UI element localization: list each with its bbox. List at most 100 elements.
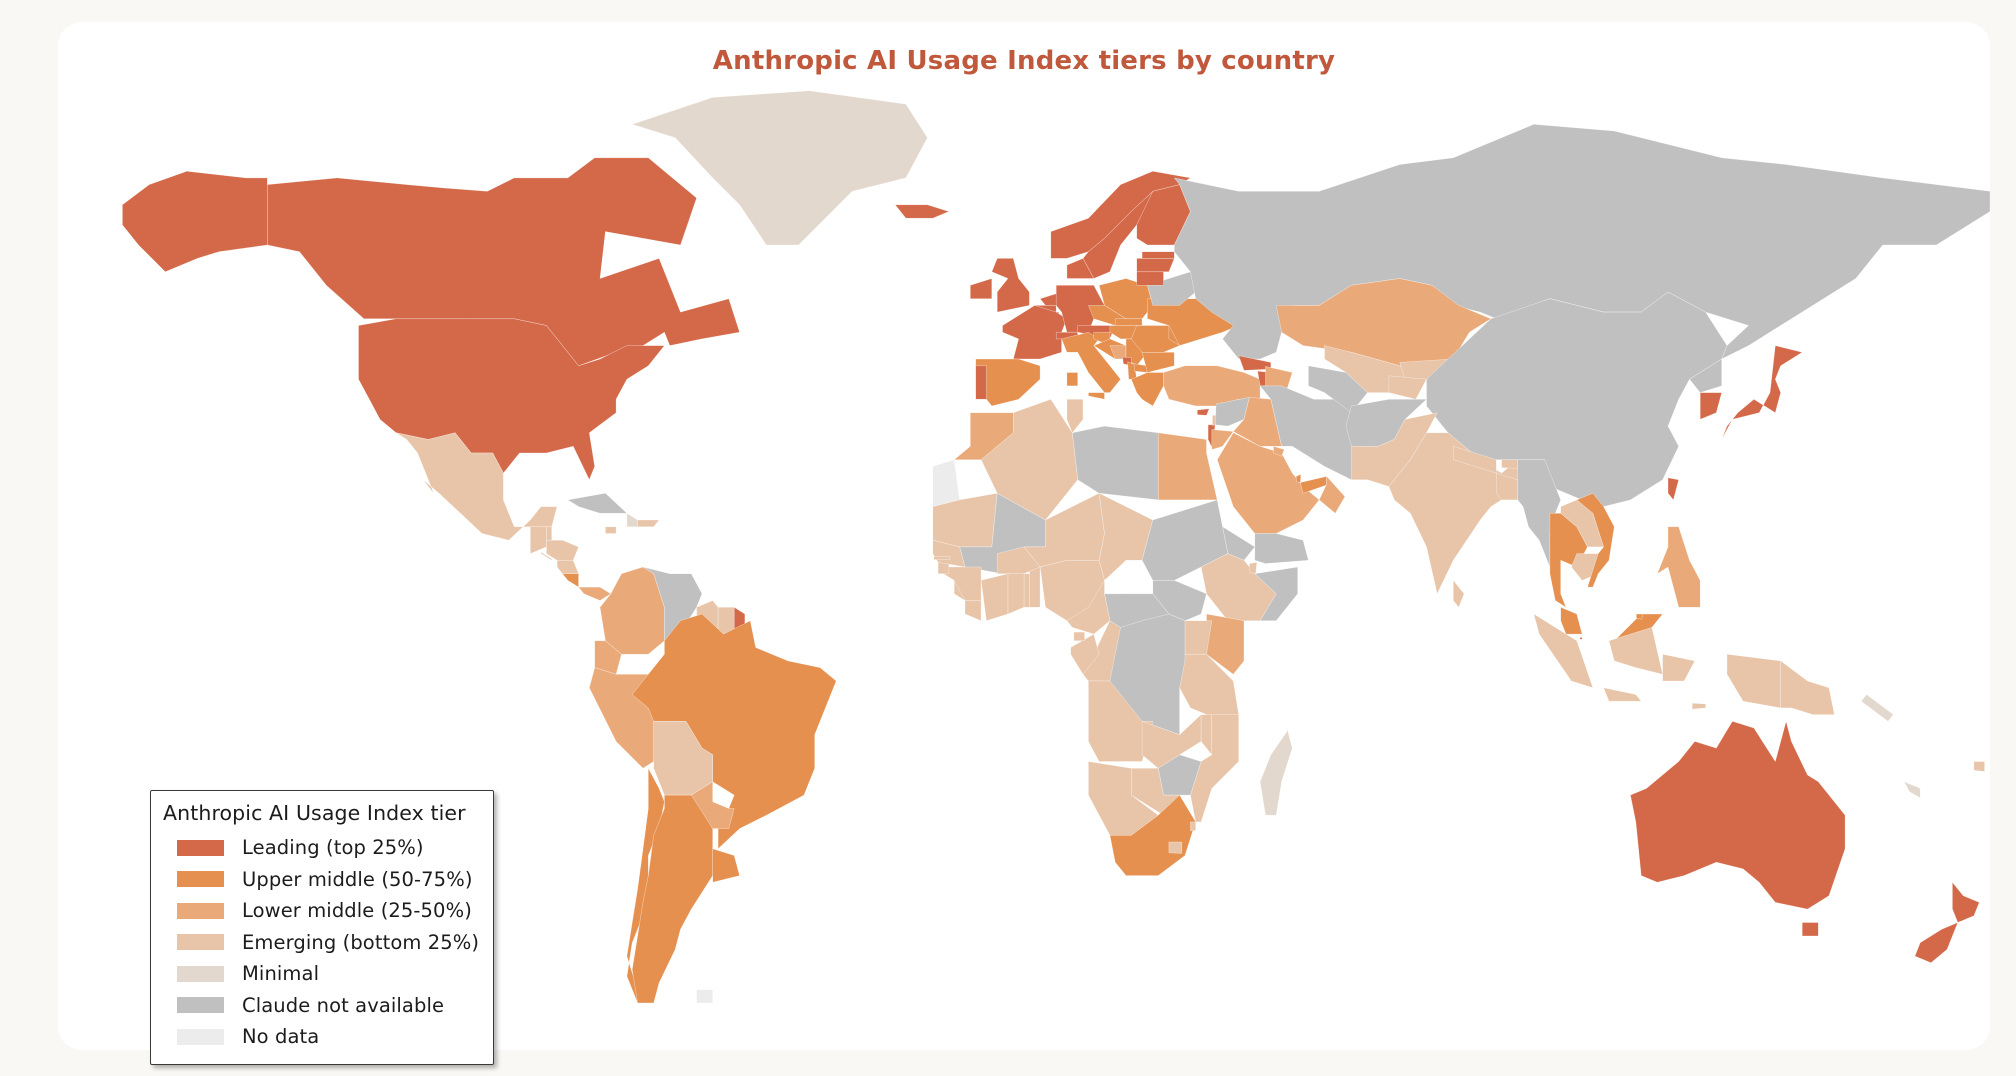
country-japan[interactable] (1722, 346, 1803, 440)
country-portugal[interactable] (976, 366, 987, 400)
country-cuba[interactable] (568, 493, 627, 513)
country-tasmania[interactable] (1802, 923, 1818, 937)
country-timor-leste[interactable] (1692, 703, 1705, 709)
country-sardinia[interactable] (1067, 373, 1078, 386)
country-fiji[interactable] (1974, 762, 1985, 772)
country-colombia[interactable] (600, 567, 664, 654)
country-dominican-republic[interactable] (638, 520, 660, 527)
country-greenland[interactable] (632, 91, 927, 245)
country-kuwait[interactable] (1274, 446, 1285, 456)
country-cambodia[interactable] (1571, 554, 1598, 581)
country-indonesia[interactable] (1534, 614, 1781, 708)
country-cyprus[interactable] (1197, 409, 1209, 416)
country-kazakhstan[interactable] (1276, 279, 1491, 366)
country-mozambique[interactable] (1190, 715, 1238, 822)
country-egypt[interactable] (1158, 433, 1217, 500)
country-sicily[interactable] (1088, 393, 1104, 400)
country-benin[interactable] (1029, 567, 1040, 607)
country-sudan[interactable] (1142, 500, 1228, 581)
country-honduras[interactable] (546, 540, 578, 560)
legend-item-minimal[interactable]: Minimal (163, 958, 479, 990)
country-papua-new-guinea[interactable] (1781, 661, 1835, 715)
country-falkland-islands[interactable] (697, 990, 713, 1003)
country-guatemala[interactable] (530, 527, 546, 554)
country-ghana[interactable] (1008, 574, 1024, 614)
country-tunisia[interactable] (1067, 399, 1083, 433)
country-burkina-faso[interactable] (997, 547, 1040, 574)
country-western-sahara[interactable] (933, 460, 960, 507)
country-united-kingdom[interactable] (992, 258, 1030, 312)
country-djibouti[interactable] (1249, 562, 1257, 573)
country-vietnam[interactable] (1577, 493, 1615, 587)
country-qatar[interactable] (1296, 474, 1301, 482)
legend-item-upper_middle[interactable]: Upper middle (50-75%) (163, 864, 479, 896)
country-equatorial-guinea[interactable] (1074, 632, 1085, 641)
country-tajikistan[interactable] (1389, 376, 1427, 400)
country-singapore[interactable] (1580, 637, 1582, 639)
country-togo[interactable] (1024, 574, 1029, 608)
country-costa-rica[interactable] (563, 574, 579, 587)
country-greece[interactable] (1131, 373, 1163, 407)
country-ireland[interactable] (970, 279, 992, 299)
country-jordan[interactable] (1212, 430, 1234, 450)
country-united-arab-emirates[interactable] (1300, 476, 1326, 493)
country-chad[interactable] (1099, 493, 1153, 580)
country-north-korea[interactable] (1690, 359, 1722, 393)
country-panama[interactable] (579, 587, 611, 600)
country-sri-lanka[interactable] (1453, 580, 1464, 607)
country-ecuador[interactable] (595, 641, 622, 675)
country-bhutan[interactable] (1502, 460, 1518, 469)
country-jamaica[interactable] (605, 527, 616, 534)
country-brunei[interactable] (1636, 614, 1643, 619)
legend-item-no_data[interactable]: No data (163, 1021, 479, 1053)
country-belarus[interactable] (1147, 272, 1195, 306)
country-ivory-coast[interactable] (981, 574, 1008, 621)
country-taiwan[interactable] (1668, 478, 1679, 500)
legend-item-unavailable[interactable]: Claude not available (163, 990, 479, 1022)
country-slovakia[interactable] (1115, 319, 1142, 326)
legend-item-emerging[interactable]: Emerging (bottom 25%) (163, 927, 479, 959)
country-nigeria[interactable] (1040, 560, 1104, 620)
country-malawi[interactable] (1201, 715, 1212, 755)
country-gabon[interactable] (1071, 634, 1099, 674)
country-bulgaria[interactable] (1142, 352, 1174, 372)
country-guinea[interactable] (944, 567, 982, 601)
country-alaska[interactable] (122, 171, 267, 272)
legend-item-leading[interactable]: Leading (top 25%) (163, 832, 479, 864)
country-new-caledonia[interactable] (1904, 782, 1920, 798)
country-bangladesh[interactable] (1496, 473, 1517, 500)
country-zambia[interactable] (1142, 715, 1201, 769)
country-south-korea[interactable] (1700, 393, 1722, 420)
country-gambia[interactable] (934, 556, 950, 559)
country-north-macedonia[interactable] (1134, 364, 1147, 373)
country-libya[interactable] (1072, 426, 1158, 500)
country-el-salvador[interactable] (541, 552, 552, 560)
country-madagascar[interactable] (1260, 728, 1292, 815)
country-lesotho[interactable] (1169, 842, 1182, 853)
country-france[interactable] (1003, 305, 1067, 359)
legend-item-lower_middle[interactable]: Lower middle (25-50%) (163, 895, 479, 927)
country-liberia[interactable] (965, 601, 981, 621)
country-mexico[interactable] (396, 433, 557, 540)
country-belize[interactable] (546, 527, 551, 540)
country-iceland[interactable] (895, 205, 949, 218)
country-yemen[interactable] (1255, 534, 1309, 564)
country-nicaragua[interactable] (557, 560, 579, 573)
country-australia[interactable] (1630, 721, 1845, 909)
country-somalia[interactable] (1255, 567, 1298, 621)
country-new-zealand[interactable] (1915, 882, 1979, 963)
country-lithuania[interactable] (1137, 272, 1164, 286)
country-argentina[interactable] (632, 795, 713, 1003)
country-solomon-islands[interactable] (1861, 695, 1893, 722)
country-eswatini[interactable] (1190, 822, 1195, 831)
country-south-africa[interactable] (1110, 795, 1196, 876)
country-morocco[interactable] (954, 413, 1013, 460)
country-uruguay[interactable] (713, 849, 740, 883)
country-syria[interactable] (1215, 397, 1249, 426)
country-senegal[interactable] (933, 540, 965, 567)
country-oman[interactable] (1319, 476, 1345, 513)
country-latvia[interactable] (1137, 258, 1175, 271)
country-haiti[interactable] (627, 513, 638, 527)
country-philippines[interactable] (1657, 527, 1700, 608)
country-estonia[interactable] (1142, 252, 1174, 259)
